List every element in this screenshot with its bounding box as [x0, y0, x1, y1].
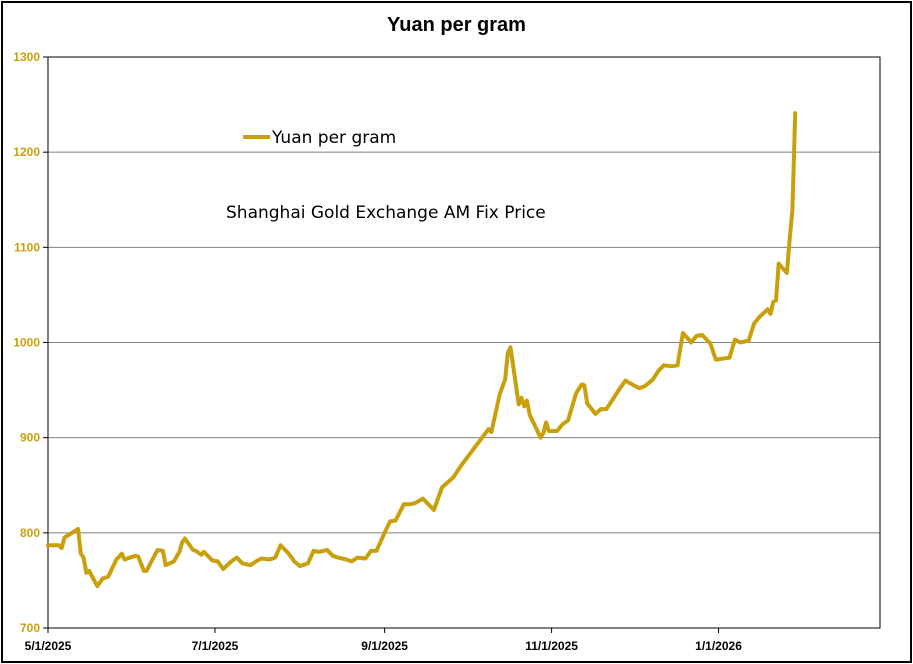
x-tick-label: 5/1/2025	[25, 639, 72, 653]
chart-title: Yuan per gram	[387, 14, 526, 36]
y-tick-label: 1300	[13, 50, 40, 64]
y-tick-label: 700	[20, 621, 40, 635]
x-tick-label: 11/1/2025	[525, 639, 578, 653]
chart-annotation: Shanghai Gold Exchange AM Fix Price	[226, 203, 546, 223]
y-tick-label: 1200	[13, 145, 40, 159]
x-tick-label: 7/1/2025	[192, 639, 239, 653]
y-tick-label: 900	[20, 431, 40, 445]
x-axis: 5/1/2025 7/1/2025 9/1/2025 11/1/2025 1/1/202…	[25, 628, 742, 653]
legend: Yuan per gram	[243, 128, 396, 148]
y-tick-label: 800	[20, 526, 40, 540]
x-tick-label: 9/1/2025	[361, 639, 408, 653]
legend-label: Yuan per gram	[271, 128, 396, 148]
y-axis: 700 800 900 1000 1100 1200 1300	[13, 50, 48, 635]
x-tick-label: 1/1/2026	[695, 639, 742, 653]
y-tick-label: 1100	[14, 240, 40, 254]
y-tick-label: 1000	[13, 336, 40, 350]
series-line-yuan-per-gram	[46, 111, 798, 589]
